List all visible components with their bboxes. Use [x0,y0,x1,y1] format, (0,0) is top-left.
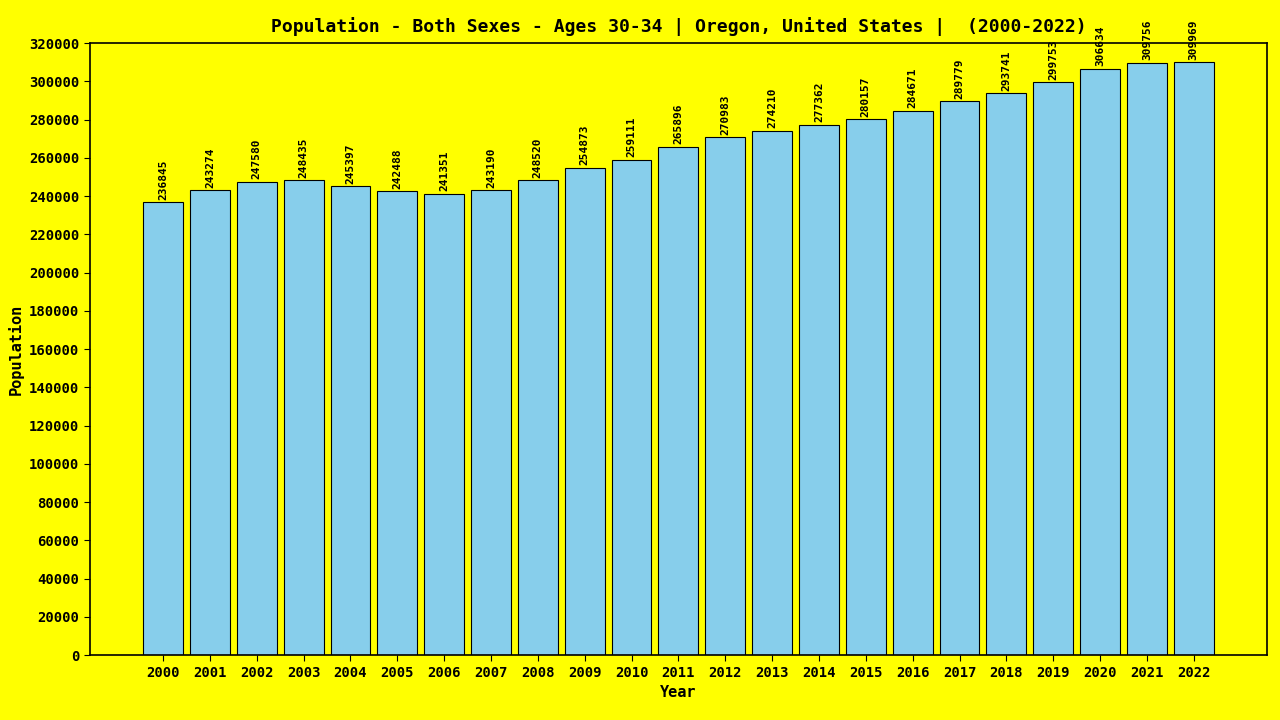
Bar [753,131,792,655]
Text: 245397: 245397 [346,143,356,184]
Bar [658,147,699,655]
Text: 277362: 277362 [814,82,824,122]
Bar [940,101,979,655]
Title: Population - Both Sexes - Ages 30-34 | Oregon, United States |  (2000-2022): Population - Both Sexes - Ages 30-34 | O… [270,17,1087,36]
Bar [1126,63,1167,655]
Bar [378,192,417,655]
Text: 248520: 248520 [532,137,543,178]
Bar [237,181,276,655]
Bar [424,194,465,655]
Text: 247580: 247580 [252,139,261,179]
Bar [987,94,1027,655]
Text: 236845: 236845 [157,159,168,200]
Bar [705,137,745,655]
Text: 280157: 280157 [861,76,870,117]
Bar [284,180,324,655]
Bar [518,180,558,655]
Text: 284671: 284671 [908,68,918,109]
Bar [1033,82,1073,655]
Text: 270983: 270983 [721,94,731,135]
Text: 243190: 243190 [486,148,495,188]
Bar [612,160,652,655]
Bar [143,202,183,655]
Text: 309756: 309756 [1142,20,1152,60]
Text: 306634: 306634 [1096,26,1105,66]
X-axis label: Year: Year [660,685,696,700]
Bar [564,168,604,655]
Text: 259111: 259111 [626,117,636,158]
Bar [846,120,886,655]
Bar [471,190,511,655]
Bar [330,186,370,655]
Text: 274210: 274210 [767,88,777,128]
Text: 254873: 254873 [580,125,590,166]
Bar [189,190,230,655]
Text: 248435: 248435 [298,138,308,178]
Text: 242488: 242488 [392,148,402,189]
Text: 309969: 309969 [1189,19,1199,60]
Text: 243274: 243274 [205,147,215,188]
Text: 265896: 265896 [673,104,684,145]
Y-axis label: Population: Population [8,304,23,395]
Text: 299753: 299753 [1048,39,1059,80]
Text: 289779: 289779 [955,58,965,99]
Text: 293741: 293741 [1001,50,1011,91]
Bar [799,125,838,655]
Bar [892,111,933,655]
Text: 241351: 241351 [439,150,449,192]
Bar [1080,69,1120,655]
Bar [1174,63,1213,655]
